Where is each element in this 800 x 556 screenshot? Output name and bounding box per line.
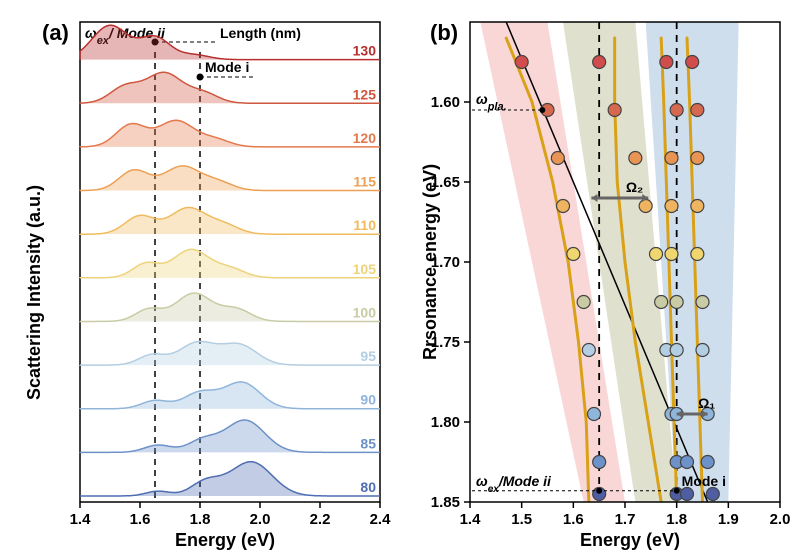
- svg-text:1.6: 1.6: [130, 511, 151, 528]
- panel-b-label: (b): [430, 20, 458, 46]
- svg-text:1.4: 1.4: [460, 511, 482, 528]
- svg-text:105: 105: [353, 261, 377, 277]
- figure-root: 1.41.61.82.02.22.4ωex/ Mode iiLength (nm…: [0, 0, 800, 556]
- panel-a-svg: 1.41.61.82.02.22.4ωex/ Mode iiLength (nm…: [0, 0, 400, 556]
- svg-text:1.5: 1.5: [511, 511, 532, 528]
- svg-text:Mode i: Mode i: [682, 473, 726, 489]
- svg-text:110: 110: [353, 217, 376, 233]
- svg-text:1.80: 1.80: [431, 414, 460, 431]
- svg-text:1.85: 1.85: [431, 494, 460, 511]
- svg-text:1.8: 1.8: [666, 511, 687, 528]
- svg-text:95: 95: [360, 348, 376, 364]
- svg-text:2.0: 2.0: [770, 511, 791, 528]
- svg-text:130: 130: [353, 43, 377, 59]
- svg-text:Mode i: Mode i: [205, 59, 249, 75]
- svg-text:85: 85: [360, 435, 376, 451]
- svg-text:80: 80: [360, 479, 376, 495]
- svg-text:1.4: 1.4: [70, 511, 92, 528]
- panel-a-label: (a): [42, 20, 69, 46]
- svg-text:100: 100: [353, 304, 377, 320]
- panel-b-svg: 1.41.51.61.71.81.92.01.601.651.701.751.8…: [400, 0, 800, 556]
- svg-text:1.6: 1.6: [563, 511, 584, 528]
- panel-a-xlabel: Energy (eV): [175, 530, 275, 551]
- svg-text:2.4: 2.4: [370, 511, 392, 528]
- svg-text:Ω₂: Ω₂: [626, 179, 643, 195]
- svg-text:Length (nm): Length (nm): [220, 25, 301, 41]
- svg-text:1.7: 1.7: [615, 511, 636, 528]
- svg-text:125: 125: [353, 86, 377, 102]
- svg-text:1.8: 1.8: [190, 511, 211, 528]
- svg-text:2.0: 2.0: [250, 511, 271, 528]
- svg-text:1.9: 1.9: [718, 511, 739, 528]
- svg-text:115: 115: [353, 174, 376, 190]
- svg-text:1.60: 1.60: [431, 94, 460, 111]
- svg-text:90: 90: [360, 392, 376, 408]
- svg-text:120: 120: [353, 130, 377, 146]
- panel-a-ylabel: Scattering Intensity (a.u.): [24, 185, 45, 400]
- panel-b-ylabel: Rrsonance energy (eV): [420, 164, 441, 360]
- svg-text:Ω₁: Ω₁: [698, 395, 715, 411]
- panel-b-xlabel: Energy (eV): [580, 530, 680, 551]
- svg-text:2.2: 2.2: [310, 511, 331, 528]
